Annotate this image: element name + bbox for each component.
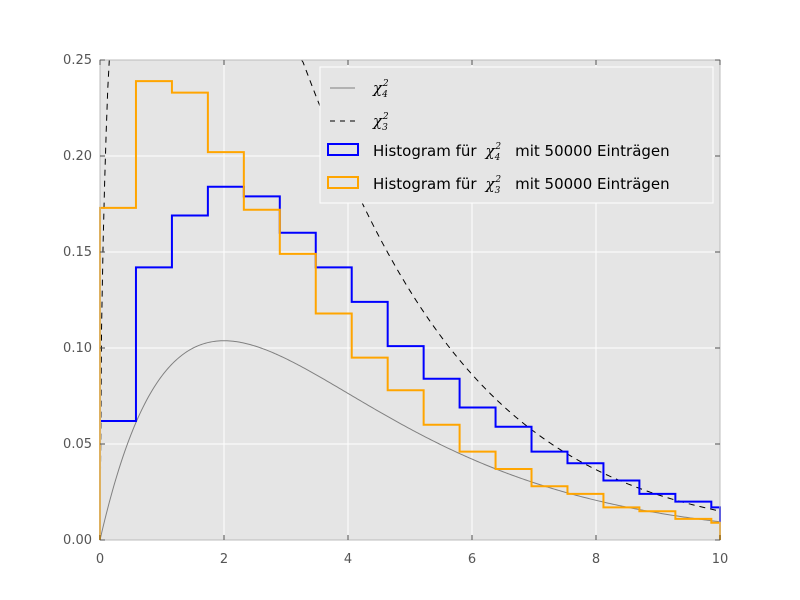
- y-tick-label: 0.15: [63, 245, 92, 260]
- pdf-curve-series-0: [99, 340, 721, 541]
- tick-marks: [99, 59, 721, 541]
- histogram-series-3: [99, 80, 721, 540]
- x-tick-label: 0: [96, 552, 104, 567]
- x-tick-labels: 0 2 4 6 8 10: [96, 552, 728, 567]
- legend-swatch-hist-chi3: [327, 176, 359, 189]
- legend: χ42 χ32 Histogram für χ42 mit 50000 Einträ…: [319, 66, 714, 204]
- legend-label-hist-chi4: Histogram für χ42 mit 50000 Einträgen: [373, 142, 670, 163]
- plot-frame: [99, 59, 721, 541]
- legend-label-chi3: χ32: [372, 112, 389, 133]
- legend-swatch-hist-chi4: [327, 143, 359, 156]
- x-tick-label: 4: [344, 552, 352, 567]
- legend-label-chi4: χ42: [372, 79, 389, 100]
- y-tick-labels: 0.00 0.05 0.10 0.15 0.20 0.25: [63, 53, 92, 548]
- y-tick-label: 0.00: [63, 533, 92, 548]
- histogram-series-2: [99, 185, 721, 540]
- x-tick-label: 2: [220, 552, 228, 567]
- y-tick-label: 0.10: [63, 341, 92, 356]
- y-tick-label: 0.05: [63, 437, 92, 452]
- x-tick-label: 6: [468, 552, 476, 567]
- y-tick-label: 0.20: [63, 149, 92, 164]
- legend-label-hist-chi3: Histogram für χ32 mit 50000 Einträgen: [373, 175, 670, 196]
- x-tick-label: 8: [592, 552, 600, 567]
- x-tick-label: 10: [712, 552, 729, 567]
- legend-box: [319, 66, 714, 204]
- y-tick-label: 0.25: [63, 53, 92, 68]
